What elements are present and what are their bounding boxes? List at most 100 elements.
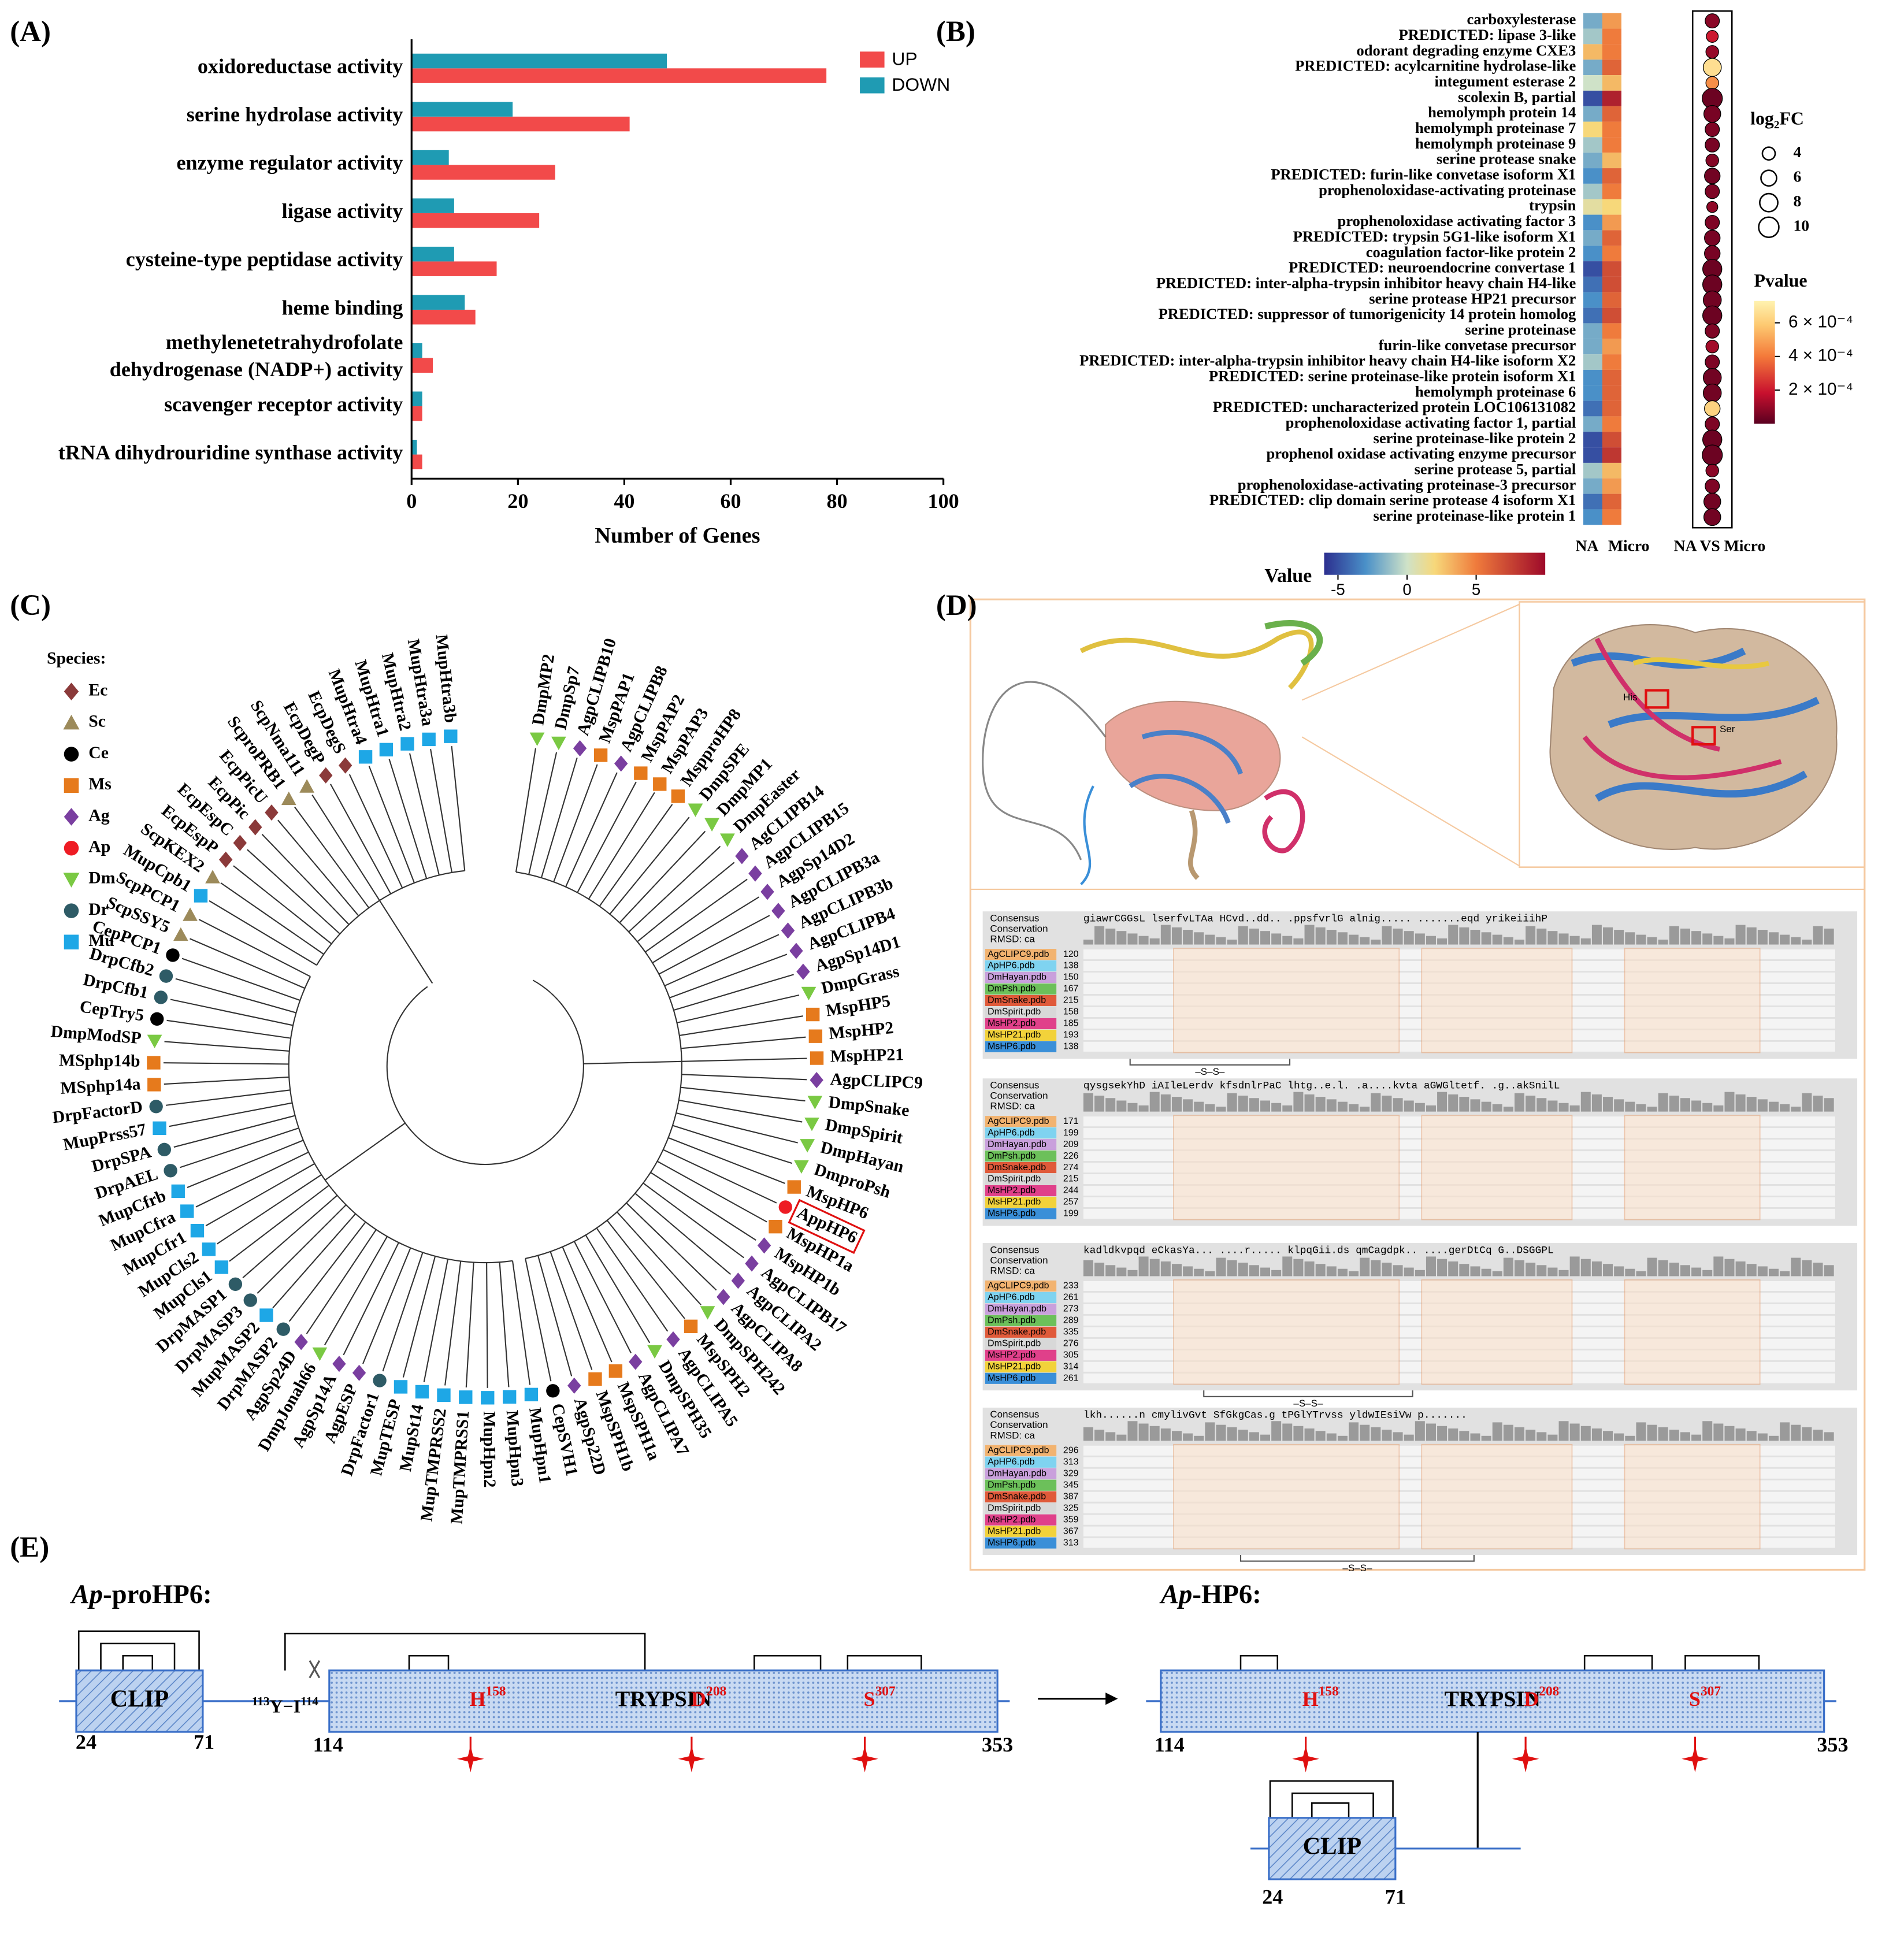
row-start: 387 xyxy=(1063,1491,1079,1501)
conservation-bar xyxy=(1138,1105,1149,1112)
heat-cell xyxy=(1583,199,1602,215)
conservation-bar xyxy=(1735,1428,1746,1441)
branch xyxy=(672,1125,793,1164)
conservation-bar xyxy=(1371,940,1381,945)
species-marker xyxy=(64,934,79,950)
row-name: MsHP21.pdb xyxy=(988,1362,1041,1372)
branch xyxy=(626,1202,717,1291)
conservation-bar xyxy=(1349,1104,1359,1112)
disulfide-bracket xyxy=(1239,1654,1279,1671)
site-star xyxy=(1682,1745,1709,1773)
zoom-line xyxy=(1301,736,1520,867)
branch xyxy=(588,792,655,900)
row-label: serine protease 5, partial xyxy=(1415,460,1576,477)
conservation-bar xyxy=(1824,1432,1834,1441)
legend-label: Ag xyxy=(88,806,109,825)
branch xyxy=(652,896,760,964)
conservation-bar xyxy=(1558,1421,1569,1441)
domain-box xyxy=(1268,1817,1397,1880)
conservation-bar xyxy=(1791,1424,1801,1441)
heat-cell xyxy=(1602,323,1621,339)
conservation-bar xyxy=(1757,1099,1768,1112)
branch xyxy=(386,979,584,1166)
species-marker xyxy=(166,948,180,962)
species-marker xyxy=(459,1390,473,1404)
heat-cell xyxy=(1602,509,1621,525)
conservation-bar xyxy=(1802,940,1812,945)
branch xyxy=(550,1251,593,1370)
conservation-bar xyxy=(1194,1268,1204,1277)
position-label: 24 xyxy=(76,1731,97,1754)
species-marker xyxy=(147,1056,161,1070)
heat-cell xyxy=(1602,168,1621,184)
conservation-bar xyxy=(1647,937,1657,945)
species-marker xyxy=(588,1372,602,1386)
category-label: ligase activity xyxy=(282,199,403,222)
conservation-bar xyxy=(1105,928,1116,945)
species-marker xyxy=(233,834,247,851)
tip-label: MupHpn3 xyxy=(503,1409,528,1487)
conservation-bar xyxy=(1636,1422,1646,1441)
bar xyxy=(411,150,449,165)
branch xyxy=(528,752,558,875)
heat-cell xyxy=(1583,168,1602,184)
species-marker xyxy=(629,1353,643,1370)
position-label: 114 xyxy=(1155,1733,1185,1756)
conservation-bar xyxy=(1735,1261,1746,1277)
alignment-header: Consensus xyxy=(990,1079,1039,1090)
conservation-bar xyxy=(1503,1107,1513,1112)
x-axis-label: Number of Genes xyxy=(595,524,760,548)
conservation-bar xyxy=(1614,1433,1624,1441)
species-marker xyxy=(147,1034,162,1048)
row-start: 314 xyxy=(1063,1362,1079,1372)
heat-cell xyxy=(1602,183,1621,199)
position-label: 114 xyxy=(313,1733,343,1756)
row-label: serine proteinase-like protein 1 xyxy=(1374,507,1576,524)
row-label: serine protease snake xyxy=(1437,150,1576,168)
structure-panel xyxy=(969,598,1866,1571)
row-name: MsHP2.pdb xyxy=(988,1515,1035,1524)
row-label: serine protease HP21 precursor xyxy=(1369,290,1576,307)
row-name: MsHP2.pdb xyxy=(988,1350,1035,1360)
conservation-bar xyxy=(1470,1099,1480,1112)
conservation-bar xyxy=(1415,1103,1425,1112)
conservation-bar xyxy=(1415,1421,1425,1441)
conservation-bar xyxy=(1437,1259,1448,1277)
conservation-bar xyxy=(1448,1428,1458,1441)
heat-cell xyxy=(1602,121,1621,138)
row-label: PREDICTED: lipase 3-like xyxy=(1399,26,1576,43)
dot xyxy=(1705,214,1720,230)
size-label: 8 xyxy=(1794,192,1802,210)
conservation-bar xyxy=(1260,1100,1271,1112)
species-marker xyxy=(700,1306,715,1320)
disulfide-bracket xyxy=(408,1654,450,1671)
row-start: 345 xyxy=(1063,1480,1079,1490)
row-name: MsHP21.pdb xyxy=(988,1197,1041,1207)
species-marker xyxy=(299,779,314,793)
row-name: DmSnake.pdb xyxy=(988,1163,1046,1172)
conservation-bar xyxy=(1724,1259,1735,1277)
panel-label: (D) xyxy=(936,589,977,622)
heat-cell xyxy=(1602,246,1621,262)
bar xyxy=(411,309,476,325)
dot xyxy=(1703,492,1721,511)
conservation-bar xyxy=(1669,926,1679,945)
conservation-bar xyxy=(1625,932,1635,945)
row-name: DmHayan.pdb xyxy=(988,1304,1046,1314)
conservation-bar xyxy=(1580,938,1591,945)
conservation-bar xyxy=(1459,1431,1469,1441)
branch xyxy=(673,974,794,1011)
conservation-bar xyxy=(1591,1428,1602,1441)
species-marker xyxy=(183,907,198,921)
conservation-bar xyxy=(1536,1432,1547,1441)
conservation-bar xyxy=(1691,931,1702,945)
conservation-bar xyxy=(1492,1271,1502,1277)
conservation-bar xyxy=(1768,1268,1779,1277)
row-start: 185 xyxy=(1063,1019,1079,1029)
conservation-bar xyxy=(1658,1427,1668,1441)
heat-cell xyxy=(1602,44,1621,60)
dot xyxy=(1705,416,1720,432)
species-marker xyxy=(276,1322,290,1336)
row-name: DmSpirit.pdb xyxy=(988,1007,1041,1017)
conservation-bar xyxy=(1536,928,1547,945)
